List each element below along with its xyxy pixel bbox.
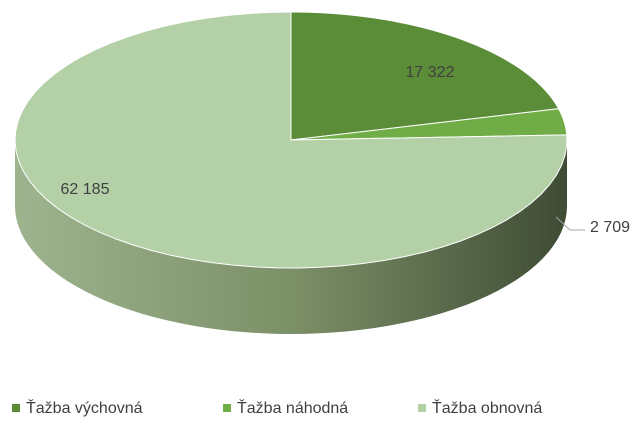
pie-side xyxy=(15,140,567,334)
legend-marker xyxy=(223,404,231,412)
legend-marker xyxy=(418,404,426,412)
legend-label: Ťažba obnovná xyxy=(432,398,542,417)
pie-slice xyxy=(290,108,568,141)
legend-marker xyxy=(12,404,20,412)
pie-slice xyxy=(14,11,568,269)
leader-line xyxy=(555,216,585,231)
legend-label: Ťažba náhodná xyxy=(237,398,348,417)
data-label: 62 185 xyxy=(61,181,110,198)
legend-label: Ťažba výchovná xyxy=(26,398,143,417)
data-label: 17 322 xyxy=(406,64,455,81)
pie-slice xyxy=(290,11,560,141)
data-label: 2 709 xyxy=(590,219,630,236)
